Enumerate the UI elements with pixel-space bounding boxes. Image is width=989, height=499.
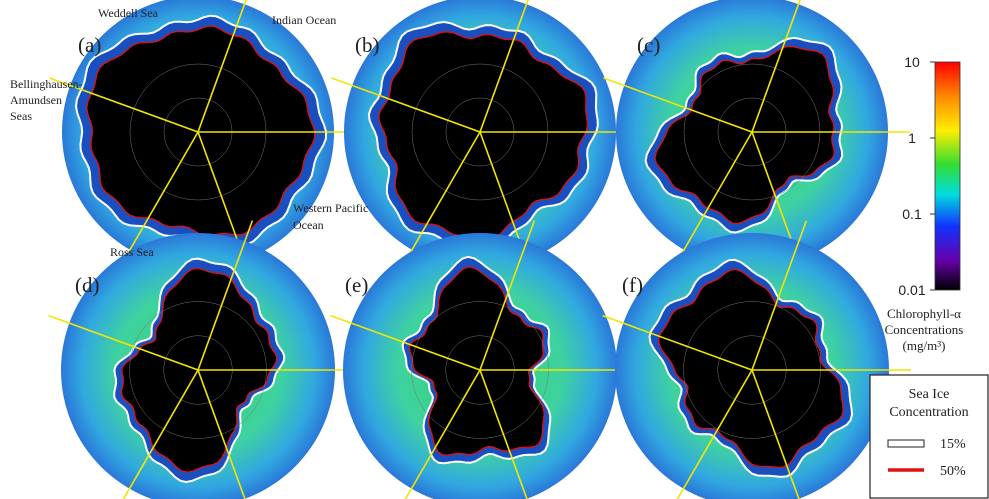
colorbar-scale	[935, 62, 960, 290]
colorbar-title: (mg/m³)	[903, 338, 946, 353]
region-label: Weddell Sea	[98, 6, 159, 20]
colorbar-tick-label: 1	[908, 130, 916, 146]
legend-title: Concentration	[889, 405, 968, 420]
legend-label: 15%	[940, 437, 966, 452]
region-label: Amundsen	[10, 93, 62, 107]
colorbar-title: Concentrations	[885, 322, 964, 337]
region-label: Indian Ocean	[272, 13, 336, 27]
panel-label: (d)	[75, 273, 100, 297]
colorbar-tick-label: 0.1	[902, 206, 922, 222]
panel-label: (f)	[622, 273, 643, 297]
panel-label: (a)	[78, 33, 101, 57]
legend-label: 50%	[940, 464, 966, 479]
region-label: Ocean	[293, 218, 324, 232]
map-panel: (d)	[49, 221, 357, 499]
map-panel: (f)	[603, 221, 911, 499]
colorbar-tick-label: 0.01	[898, 282, 925, 298]
colorbar-tick-label: 10	[904, 54, 920, 70]
region-label: Ross Sea	[110, 245, 154, 259]
map-panel: (e)	[331, 221, 639, 499]
region-label: Bellinghausen-	[10, 77, 83, 91]
colorbar-ticks: 0.01 0.1 1 10	[898, 54, 935, 298]
legend: Sea Ice Concentration 15% 50%	[870, 375, 988, 498]
maps: (a) (b) (c) (d) (e) (f)	[49, 0, 911, 499]
panel-label: (b)	[355, 33, 380, 57]
colorbar-title: Chlorophyll-α	[887, 306, 961, 321]
region-label: Seas	[10, 109, 32, 123]
legend-title: Sea Ice	[909, 387, 950, 402]
panel-label: (e)	[345, 273, 368, 297]
legend-swatch	[888, 440, 924, 447]
region-label: Western Pacific	[293, 201, 368, 215]
figure: (a) (b) (c) (d) (e) (f) Weddell Sea Indian Oc…	[0, 0, 989, 499]
panel-label: (c)	[637, 33, 660, 57]
